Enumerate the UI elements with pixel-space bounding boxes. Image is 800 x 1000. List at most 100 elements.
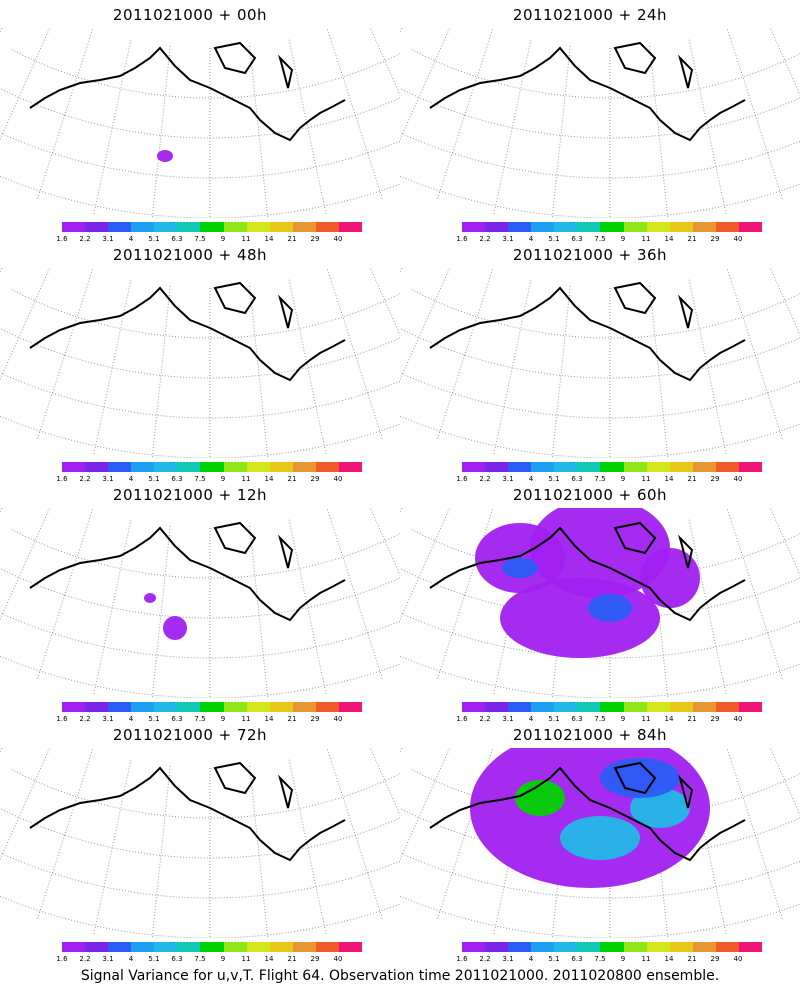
meridian-gridline	[400, 748, 403, 753]
meridian-gridline	[436, 29, 494, 201]
forecast-panel: 2011021000 + 12h 1.6 2.2 3.1 4 5.1 6.3 7.5 9 11 14…	[0, 480, 400, 725]
colorbar-label: 3.1	[502, 235, 514, 243]
colorbar-swatch	[246, 462, 270, 472]
panel-title: 2011021000 + 12h	[112, 486, 268, 504]
colorbar-label: 14	[664, 475, 674, 483]
colorbar-label: 9	[620, 235, 626, 243]
meridian-gridline	[400, 508, 451, 621]
colorbar-label: 14	[264, 475, 274, 483]
meridian-gridline	[493, 39, 532, 216]
colorbar-swatch	[200, 462, 224, 472]
meridian-gridline	[0, 268, 3, 273]
meridian-gridline	[326, 269, 384, 441]
colorbar-swatch	[269, 462, 293, 472]
colorbar-label: 5.1	[548, 955, 560, 963]
colorbar-swatch	[485, 942, 509, 952]
colorbar-label: 14	[664, 235, 674, 243]
colorbar-swatch	[508, 222, 532, 232]
colorbar-label: 14	[264, 235, 274, 243]
colorbar-label: 40	[733, 235, 743, 243]
map-plot	[0, 748, 400, 938]
map-plot	[0, 268, 400, 458]
colorbar-label: 9	[220, 955, 226, 963]
colorbar-label: 5.1	[548, 475, 560, 483]
meridian-gridline	[769, 748, 800, 816]
meridian-gridline	[249, 765, 269, 938]
map-plot	[0, 508, 400, 698]
coastline	[429, 526, 746, 622]
colorbar-swatch	[669, 462, 693, 472]
colorbar-label: 40	[733, 475, 743, 483]
latitude-gridline	[400, 612, 800, 659]
colorbar-swatch	[62, 222, 86, 232]
latitude-gridline	[411, 289, 800, 339]
meridian-gridline	[151, 525, 171, 698]
meridian-gridline	[0, 508, 51, 621]
colorbar-label: 40	[733, 715, 743, 723]
colorbar-label: 29	[310, 475, 320, 483]
map-plot	[400, 28, 800, 218]
colorbar-label: 11	[241, 475, 251, 483]
variance-blob	[502, 558, 538, 578]
colorbar-swatch	[508, 702, 532, 712]
meridian-gridline	[0, 268, 51, 381]
colorbar	[62, 942, 363, 952]
colorbar-swatch	[531, 942, 555, 952]
colorbar-label: 21	[687, 475, 697, 483]
colorbar-swatch	[738, 702, 763, 712]
colorbar-label: 5.1	[148, 235, 160, 243]
colorbar-swatch	[315, 462, 339, 472]
meridian-gridline	[369, 28, 400, 96]
colorbar-label: 3.1	[102, 955, 114, 963]
meridian-gridline	[400, 268, 451, 381]
colorbar-swatch	[485, 462, 509, 472]
colorbar-label: 9	[220, 715, 226, 723]
colorbar-label: 11	[241, 235, 251, 243]
colorbar-label: 1.6	[456, 955, 468, 963]
colorbar-swatch	[738, 222, 763, 232]
colorbar-swatch	[715, 942, 739, 952]
arctic-islands	[613, 761, 694, 809]
colorbar-swatch	[738, 942, 763, 952]
colorbar-label: 29	[310, 715, 320, 723]
colorbar-labels: 1.6 2.2 3.1 4 5.1 6.3 7.5 9 11 14 21 29 40	[448, 715, 778, 725]
meridian-gridline	[93, 279, 132, 456]
meridian-gridline	[369, 268, 400, 336]
colorbar-swatch	[177, 222, 201, 232]
latitude-gridline	[400, 87, 800, 139]
colorbar-swatch	[315, 222, 339, 232]
meridian-gridline	[36, 509, 94, 681]
colorbar-swatch	[62, 942, 86, 952]
panel-title: 2011021000 + 60h	[512, 486, 668, 504]
colorbar-labels: 1.6 2.2 3.1 4 5.1 6.3 7.5 9 11 14 21 29 40	[48, 955, 378, 965]
variance-blob	[560, 816, 640, 860]
meridian-gridline	[769, 28, 800, 96]
arctic-islands	[613, 41, 694, 89]
colorbar-label: 9	[620, 955, 626, 963]
arctic-islands	[613, 521, 694, 569]
forecast-panel: 2011021000 + 48h 1.6 2.2 3.1 4 5.1 6.3 7.5 9 11 14…	[0, 240, 400, 485]
colorbar-label: 29	[710, 475, 720, 483]
meridian-gridline	[0, 748, 3, 753]
colorbar-label: 5.1	[548, 715, 560, 723]
panel-title: 2011021000 + 84h	[512, 726, 668, 744]
colorbar-swatch	[292, 222, 316, 232]
colorbar-swatch	[108, 462, 132, 472]
meridian-gridline	[36, 749, 94, 921]
colorbar-swatch	[646, 462, 670, 472]
colorbar-swatch	[646, 942, 670, 952]
colorbar-swatch	[600, 702, 624, 712]
meridian-gridline	[726, 29, 784, 201]
colorbar-labels: 1.6 2.2 3.1 4 5.1 6.3 7.5 9 11 14 21 29 40	[48, 715, 378, 725]
meridian-gridline	[288, 279, 327, 456]
colorbar-swatch	[669, 942, 693, 952]
latitude-gridline	[400, 175, 800, 218]
colorbar-label: 21	[287, 715, 297, 723]
arctic-islands	[213, 41, 294, 89]
meridian-gridline	[326, 509, 384, 681]
colorbar-swatch	[462, 702, 486, 712]
coastline	[429, 766, 746, 862]
colorbar-label: 6.3	[171, 475, 183, 483]
meridian-gridline	[551, 45, 571, 218]
colorbar-swatch	[338, 942, 363, 952]
